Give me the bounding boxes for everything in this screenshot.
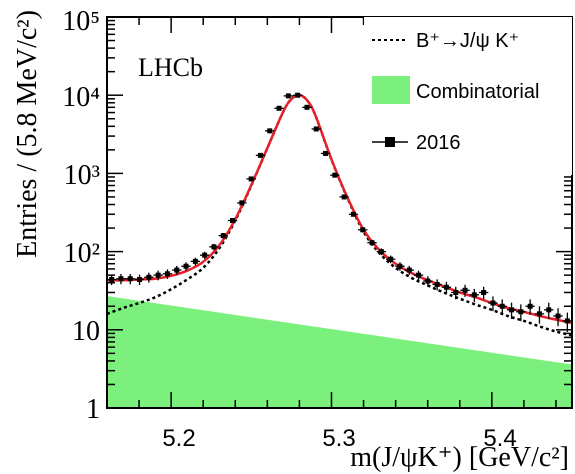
data-point [293, 92, 303, 98]
data-point [413, 270, 424, 281]
data-point [227, 217, 238, 223]
y-tick-label: 10 [72, 316, 100, 347]
data-point [172, 265, 182, 275]
y-tick-label: 10³ [64, 160, 100, 191]
data-point [209, 243, 219, 251]
plot-frame [106, 16, 573, 409]
data-point [330, 172, 340, 178]
data-point [544, 302, 554, 319]
data-point [283, 93, 293, 99]
data-point [134, 274, 145, 286]
plot-area [107, 92, 572, 408]
data-point [451, 286, 461, 300]
data-points [107, 92, 572, 332]
data-point [144, 272, 154, 283]
data-point [386, 255, 396, 264]
x-axis-tick-labels: 5.2 5.3 5.4 [162, 425, 516, 452]
x-axis-title: m(J/ψK⁺) [GeV/c²] [350, 442, 569, 473]
y-axis-title: Entries / (5.8 MeV/c²) [12, 10, 43, 258]
data-point [200, 251, 210, 259]
data-point [162, 269, 173, 279]
data-point [311, 126, 321, 132]
data-point [255, 152, 266, 158]
data-point [274, 105, 284, 111]
lhcb-label: LHCb [138, 53, 203, 82]
data-point [479, 286, 489, 300]
data-point [534, 306, 545, 324]
y-tick-label: 1 [86, 394, 100, 425]
data-point [525, 299, 535, 315]
data-point [190, 257, 200, 266]
x-tick-label: 5.3 [322, 425, 355, 452]
data-point [562, 312, 572, 332]
data-point [237, 200, 247, 206]
data-point [516, 304, 526, 322]
legend-label-combinatorial: Combinatorial [416, 81, 539, 103]
data-point [460, 284, 470, 297]
y-tick-label: 10⁵ [62, 6, 100, 37]
data-point [376, 248, 386, 256]
data-point [218, 233, 228, 239]
data-point [497, 299, 507, 315]
data-point [367, 239, 377, 246]
data-point [441, 281, 452, 294]
data-point [488, 296, 498, 312]
x-tick-label: 5.2 [162, 425, 195, 452]
data-point [469, 288, 479, 302]
x-tick-label: 5.4 [483, 425, 516, 452]
data-point [395, 262, 405, 271]
data-point [320, 150, 331, 156]
legend-label-data: 2016 [416, 132, 461, 154]
data-point [404, 265, 414, 275]
data-point [423, 276, 433, 287]
data-point [265, 128, 275, 134]
data-point [125, 273, 135, 285]
data-point [553, 308, 563, 327]
data-point [246, 176, 256, 182]
data-point [302, 104, 312, 110]
legend-data-marker [385, 137, 395, 147]
data-point [358, 227, 368, 233]
legend-combinatorial-swatch [372, 76, 410, 104]
y-tick-label: 10⁴ [62, 82, 100, 113]
data-point [153, 270, 163, 281]
data-point [116, 273, 126, 285]
data-point [432, 279, 442, 291]
data-point [348, 211, 359, 217]
y-tick-label: 10² [64, 238, 100, 269]
y-axis-tick-labels: 1 10 10² 10³ 10⁴ 10⁵ [62, 6, 100, 425]
data-point [339, 194, 349, 200]
combinatorial-area [107, 296, 572, 408]
data-point [181, 262, 191, 271]
data-point [506, 302, 517, 319]
legend-label-signal: B⁺→J/ψ K⁺ [416, 30, 519, 52]
legend: B⁺→J/ψ K⁺ Combinatorial 2016 [364, 17, 572, 175]
